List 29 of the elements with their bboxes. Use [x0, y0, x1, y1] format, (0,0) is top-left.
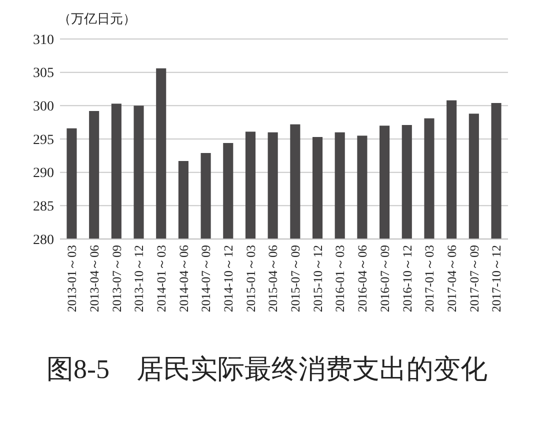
x-tick-label: 2014-04～06 [176, 245, 191, 312]
x-tick-label: 2016-10～12 [400, 245, 414, 312]
x-tick-label: 2017-04～06 [444, 245, 459, 312]
x-tick-label: 2013-04～06 [87, 245, 102, 312]
text: 图8-5 居民实际最终消费支出的变化 [46, 354, 488, 384]
y-tick-label: 280 [33, 232, 54, 248]
y-tick-label: 285 [33, 200, 54, 215]
x-tick-label: 2013-10～12 [132, 245, 146, 312]
y-tick-label: 310 [33, 32, 54, 48]
y-tick-label: 305 [33, 66, 54, 82]
y-tick-label: 295 [33, 132, 54, 148]
x-tick-label: 2014-10～12 [222, 245, 236, 312]
x-tick-label: 2015-01～03 [244, 245, 258, 312]
x-tick-label: 2014-01～03 [154, 245, 168, 312]
x-tick-label: 2016-01～03 [333, 245, 348, 312]
x-tick-label: 2017-10～12 [490, 245, 504, 312]
y-tick-label: 290 [33, 166, 54, 182]
x-tick-label: 2017-07～09 [467, 245, 482, 312]
x-tick-label: 2015-07～09 [288, 245, 303, 312]
x-tick-label: 2017-01～03 [422, 245, 437, 312]
y-tick-label: 300 [33, 100, 54, 115]
y-axis-title: （万亿日元） [58, 11, 136, 26]
x-tick-label: 2013-07～09 [110, 245, 124, 312]
x-tick-label: 2016-04～06 [356, 245, 370, 312]
x-tick-label: 2014-07～09 [199, 245, 214, 312]
x-tick-label: 2016-07～09 [378, 245, 392, 312]
x-tick-label: 2015-10～12 [310, 245, 325, 312]
x-tick-label: 2015-04～06 [266, 245, 280, 312]
x-tick-label: 2013-01～03 [65, 245, 80, 312]
